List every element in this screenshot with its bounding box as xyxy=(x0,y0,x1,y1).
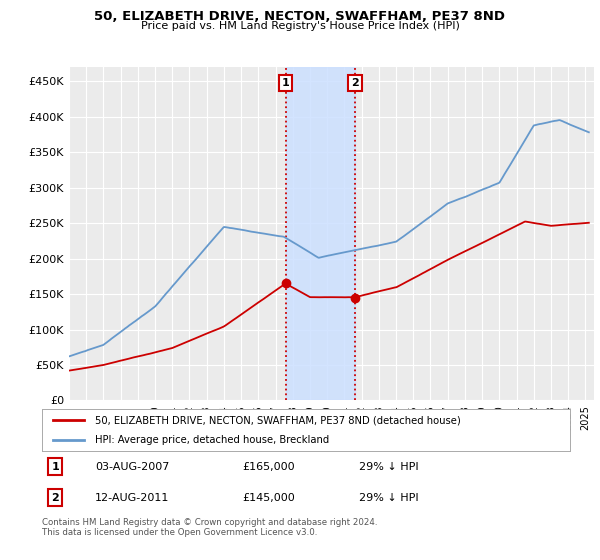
Text: 03-AUG-2007: 03-AUG-2007 xyxy=(95,461,169,472)
Text: £145,000: £145,000 xyxy=(242,493,295,503)
Text: 2: 2 xyxy=(351,78,359,88)
Text: 12-AUG-2011: 12-AUG-2011 xyxy=(95,493,169,503)
Text: 29% ↓ HPI: 29% ↓ HPI xyxy=(359,493,418,503)
Text: £165,000: £165,000 xyxy=(242,461,295,472)
Text: 1: 1 xyxy=(52,461,59,472)
Text: 50, ELIZABETH DRIVE, NECTON, SWAFFHAM, PE37 8ND (detached house): 50, ELIZABETH DRIVE, NECTON, SWAFFHAM, P… xyxy=(95,415,461,425)
Text: Contains HM Land Registry data © Crown copyright and database right 2024.
This d: Contains HM Land Registry data © Crown c… xyxy=(42,518,377,538)
Text: Price paid vs. HM Land Registry's House Price Index (HPI): Price paid vs. HM Land Registry's House … xyxy=(140,21,460,31)
Text: HPI: Average price, detached house, Breckland: HPI: Average price, detached house, Brec… xyxy=(95,435,329,445)
Text: 1: 1 xyxy=(281,78,289,88)
Bar xyxy=(286,67,355,400)
Text: 50, ELIZABETH DRIVE, NECTON, SWAFFHAM, PE37 8ND: 50, ELIZABETH DRIVE, NECTON, SWAFFHAM, P… xyxy=(95,10,505,23)
Text: 29% ↓ HPI: 29% ↓ HPI xyxy=(359,461,418,472)
Text: 2: 2 xyxy=(52,493,59,503)
